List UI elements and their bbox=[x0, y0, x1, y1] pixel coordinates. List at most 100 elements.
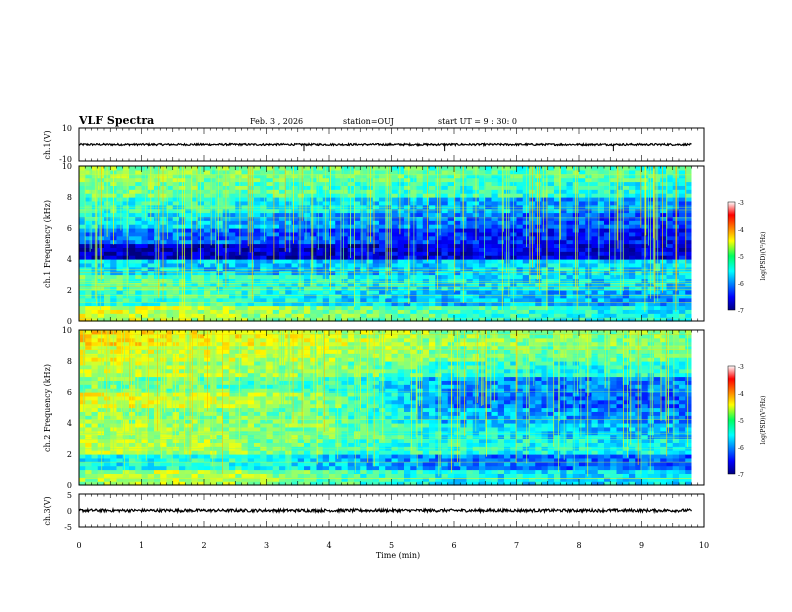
spectrogram-cell bbox=[104, 481, 111, 486]
spectrogram-cell bbox=[141, 330, 149, 335]
spectrogram-cell bbox=[135, 313, 143, 318]
spectrogram-cell bbox=[322, 212, 330, 217]
spectrogram-cell bbox=[285, 169, 293, 175]
spectrogram-cell bbox=[610, 224, 618, 229]
spectrogram-cell bbox=[185, 293, 193, 299]
spectrogram-cell bbox=[347, 282, 355, 287]
spectrogram-cell bbox=[166, 251, 174, 256]
spectrogram-cell bbox=[329, 200, 336, 206]
spectrogram-cell bbox=[135, 423, 143, 428]
spectrogram-cell bbox=[116, 407, 124, 412]
spectrogram-cell bbox=[385, 274, 393, 279]
spectrogram-cell bbox=[122, 364, 130, 370]
spectrogram-cell bbox=[85, 197, 93, 202]
spectrogram-cell bbox=[85, 200, 93, 206]
spectrogram-cell bbox=[335, 255, 343, 260]
spectrogram-cell bbox=[560, 185, 568, 190]
spectrogram-cell bbox=[635, 262, 643, 268]
spectrogram-cell bbox=[260, 255, 268, 260]
spectrogram-cell bbox=[497, 297, 505, 303]
spectrogram-cell bbox=[104, 415, 111, 420]
spectrogram-cell bbox=[104, 341, 111, 347]
spectrogram-cell bbox=[129, 305, 136, 310]
spectrogram-cell bbox=[116, 442, 124, 447]
spectrogram-cell bbox=[154, 305, 161, 310]
spectrogram-cell bbox=[635, 309, 643, 314]
spectrogram-cell bbox=[504, 169, 511, 175]
spectrogram-cell bbox=[591, 301, 599, 307]
spectrogram-cell bbox=[666, 262, 674, 268]
spectrogram-cell bbox=[479, 169, 486, 175]
spectrogram-cell bbox=[629, 231, 636, 237]
spectrogram-cell bbox=[129, 212, 136, 217]
spectrogram-cell bbox=[116, 181, 124, 186]
spectrogram-cell bbox=[172, 216, 180, 221]
spectrogram-cell bbox=[197, 220, 205, 225]
spectrogram-cell bbox=[129, 481, 136, 486]
spectrogram-cell bbox=[522, 317, 530, 322]
spectrogram-cell bbox=[472, 309, 480, 314]
spectrogram-cell bbox=[310, 259, 318, 264]
spectrogram-cell bbox=[335, 247, 343, 252]
spectrogram-cell bbox=[185, 177, 193, 183]
spectrogram-cell bbox=[397, 286, 405, 291]
spectrogram-cell bbox=[685, 197, 693, 202]
spectrogram-cell bbox=[385, 255, 393, 260]
spectrogram-cell bbox=[379, 181, 386, 186]
spectrogram-cell bbox=[166, 274, 174, 279]
spectrogram-cell bbox=[172, 278, 180, 283]
spectrogram-cell bbox=[291, 255, 299, 260]
spectrogram-cell bbox=[85, 438, 93, 443]
spectrogram-cell bbox=[322, 262, 330, 268]
spectrogram-cell bbox=[129, 243, 136, 248]
spectrogram-cell bbox=[79, 473, 86, 478]
spectrogram-cell bbox=[172, 313, 180, 318]
spectrogram-cell bbox=[79, 278, 86, 283]
spectrogram-cell bbox=[266, 169, 274, 175]
spectrogram-cell bbox=[485, 301, 493, 307]
spectrogram-cell bbox=[129, 399, 136, 405]
spectrogram-cell bbox=[397, 309, 405, 314]
spectrogram-cell bbox=[597, 220, 605, 225]
spectrogram-cell bbox=[660, 189, 668, 194]
spectrogram-cell bbox=[91, 477, 99, 482]
spectrogram-cell bbox=[591, 293, 599, 299]
spectrogram-cell bbox=[272, 212, 280, 217]
spectrogram-cell bbox=[491, 166, 499, 171]
spectrogram-cell bbox=[241, 255, 249, 260]
spectrogram-cell bbox=[604, 293, 611, 299]
spectrogram-cell bbox=[366, 274, 374, 279]
spectrogram-cell bbox=[241, 266, 249, 272]
spectrogram-cell bbox=[147, 364, 155, 370]
spectrogram-cell bbox=[666, 185, 674, 190]
spectrogram-cell bbox=[366, 305, 374, 310]
spectrogram-cell bbox=[579, 278, 586, 283]
spectrogram-cell bbox=[441, 274, 449, 279]
spectrogram-cell bbox=[579, 197, 586, 202]
spectrogram-cell bbox=[366, 224, 374, 229]
spectrogram-cell bbox=[522, 282, 530, 287]
spectrogram-cell bbox=[241, 231, 249, 237]
spectrogram-cell bbox=[85, 282, 93, 287]
spectrogram-cell bbox=[166, 286, 174, 291]
spectrogram-cell bbox=[591, 169, 599, 175]
spectrogram-cell bbox=[316, 286, 324, 291]
spectrogram-cell bbox=[110, 243, 118, 248]
spectrogram-cell bbox=[316, 181, 324, 186]
spectrogram-cell bbox=[316, 266, 324, 272]
spectrogram-cell bbox=[166, 169, 174, 175]
spectrogram-cell bbox=[541, 317, 549, 322]
spectrogram-cell bbox=[272, 290, 280, 295]
spectrogram-cell bbox=[185, 185, 193, 190]
spectrogram-cell bbox=[591, 212, 599, 217]
spectrogram-cell bbox=[316, 189, 324, 194]
spectrogram-cell bbox=[166, 309, 174, 314]
spectrogram-cell bbox=[635, 251, 643, 256]
spectrogram-cell bbox=[229, 290, 236, 295]
spectrogram-cell bbox=[635, 239, 643, 245]
spectrogram-cell bbox=[179, 309, 186, 314]
spectrogram-cell bbox=[85, 388, 93, 393]
spectrogram-cell bbox=[216, 259, 224, 264]
spectrogram-cell bbox=[91, 376, 99, 381]
spectrogram-cell bbox=[616, 231, 624, 237]
